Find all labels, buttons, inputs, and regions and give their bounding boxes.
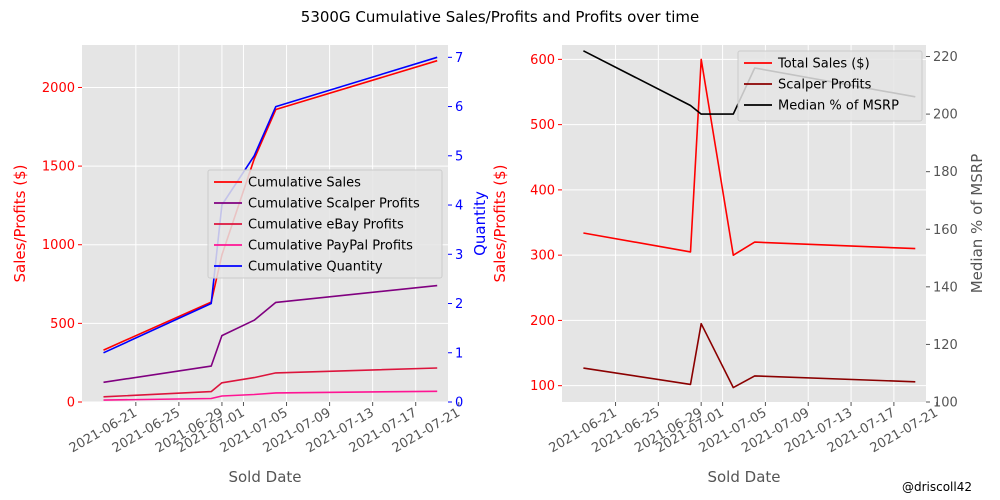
y-axis-label: Sales/Profits ($) bbox=[491, 165, 509, 283]
y2-axis-label: Median % of MSRP bbox=[968, 154, 986, 294]
y2-tick-label: 4 bbox=[455, 199, 463, 214]
legend-label: Cumulative Scalper Profits bbox=[248, 197, 420, 212]
y-axis-label: Sales/Profits ($) bbox=[11, 165, 29, 283]
y2-tick-label: 200 bbox=[933, 108, 958, 123]
y-tick-label: 1500 bbox=[42, 160, 75, 175]
credit-text: @driscoll42 bbox=[901, 480, 972, 494]
y-tick-label: 100 bbox=[530, 379, 555, 394]
legend-label: Cumulative PayPal Profits bbox=[248, 239, 413, 254]
legend-box bbox=[737, 50, 923, 122]
figure-title: 5300G Cumulative Sales/Profits and Profi… bbox=[300, 8, 700, 26]
y-tick-label: 1000 bbox=[42, 238, 75, 253]
legend-box bbox=[207, 169, 443, 279]
series-line-cumulative-paypal-profits bbox=[103, 390, 438, 401]
legend-label: Scalper Profits bbox=[778, 78, 872, 93]
series-line-scalper-profits bbox=[583, 322, 916, 389]
x-axis-label: Sold Date bbox=[707, 468, 780, 486]
y-tick-label: 600 bbox=[530, 53, 555, 68]
series-line-cumulative-ebay-profits bbox=[103, 367, 438, 398]
y2-tick-label: 180 bbox=[933, 165, 958, 180]
y2-tick-label: 140 bbox=[933, 280, 958, 295]
y2-tick-label: 6 bbox=[455, 100, 463, 115]
legend-label: Median % of MSRP bbox=[778, 99, 899, 114]
y-tick-label: 2000 bbox=[42, 81, 75, 96]
chart-panel-2: 1002003004005006001001201401601802002202… bbox=[491, 45, 986, 486]
y-tick-label: 200 bbox=[530, 314, 555, 329]
legend-label: Cumulative Quantity bbox=[248, 260, 383, 275]
y-tick-label: 500 bbox=[530, 118, 555, 133]
y2-axis-label: Quantity bbox=[471, 191, 489, 256]
y2-tick-label: 7 bbox=[455, 51, 463, 66]
y-tick-label: 0 bbox=[67, 396, 75, 411]
y2-tick-label: 120 bbox=[933, 338, 958, 353]
y2-tick-label: 5 bbox=[455, 149, 463, 164]
y2-tick-label: 3 bbox=[455, 248, 463, 263]
y2-tick-label: 2 bbox=[455, 297, 463, 312]
y2-tick-label: 100 bbox=[933, 396, 958, 411]
y2-tick-label: 220 bbox=[933, 50, 958, 65]
series-line-cumulative-scalper-profits bbox=[103, 284, 438, 384]
legend-label: Total Sales ($) bbox=[777, 57, 870, 72]
y-tick-label: 300 bbox=[530, 249, 555, 264]
chart-panel-1: 0500100015002000012345672021-06-212021-0… bbox=[11, 45, 489, 486]
y-tick-label: 500 bbox=[50, 317, 75, 332]
y2-tick-label: 1 bbox=[455, 346, 463, 361]
legend-label: Cumulative eBay Profits bbox=[248, 218, 404, 233]
y-tick-label: 400 bbox=[530, 183, 555, 198]
x-axis-label: Sold Date bbox=[228, 468, 301, 486]
series-line-total-sales bbox=[583, 58, 916, 256]
legend-label: Cumulative Sales bbox=[248, 176, 361, 191]
y2-tick-label: 160 bbox=[933, 223, 958, 238]
